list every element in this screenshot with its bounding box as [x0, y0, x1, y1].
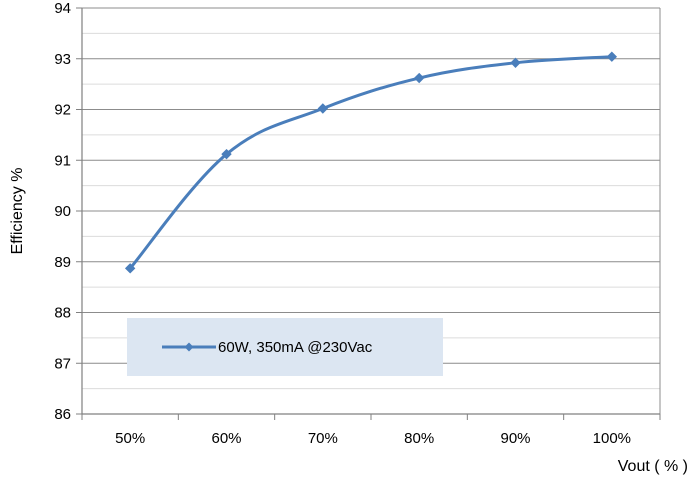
y-tick-label: 93 [54, 51, 71, 68]
y-tick-label: 89 [54, 254, 71, 271]
axes [76, 7, 661, 420]
x-tick-label: 90% [500, 430, 530, 447]
y-axis-title: Efficiency % [9, 168, 26, 255]
y-tick-label: 94 [54, 0, 71, 17]
y-tick-label: 91 [54, 152, 71, 169]
x-tick-label: 80% [404, 430, 434, 447]
data-point [221, 148, 232, 160]
data-point [413, 72, 425, 84]
legend-swatch-marker [184, 342, 194, 352]
y-tick-label: 88 [54, 305, 71, 322]
x-tick-label: 50% [115, 430, 145, 447]
x-tick-labels: 50% 60% 70% 80% 90% 100% [115, 430, 631, 447]
y-tick-label: 87 [54, 355, 71, 372]
gridlines [82, 7, 661, 415]
x-tick-label: 70% [308, 430, 338, 447]
y-tick-labels: 86 87 88 89 90 91 92 93 94 [54, 0, 71, 423]
data-point [124, 263, 136, 274]
y-tick-label: 86 [54, 406, 71, 423]
data-point [510, 57, 521, 69]
x-axis-title: Vout ( % ) [618, 458, 688, 475]
x-tick-label: 100% [593, 430, 631, 447]
x-tick-label: 60% [211, 430, 241, 447]
y-tick-label: 90 [54, 203, 71, 220]
legend: 60W, 350mA @230Vac [127, 318, 443, 376]
data-point [317, 103, 329, 114]
data-point [606, 51, 618, 62]
y-tick-label: 92 [54, 102, 71, 119]
series [124, 51, 618, 274]
legend-label: 60W, 350mA @230Vac [218, 339, 373, 356]
